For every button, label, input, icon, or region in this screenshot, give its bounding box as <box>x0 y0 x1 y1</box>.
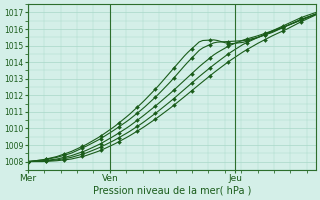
X-axis label: Pression niveau de la mer( hPa ): Pression niveau de la mer( hPa ) <box>92 186 251 196</box>
